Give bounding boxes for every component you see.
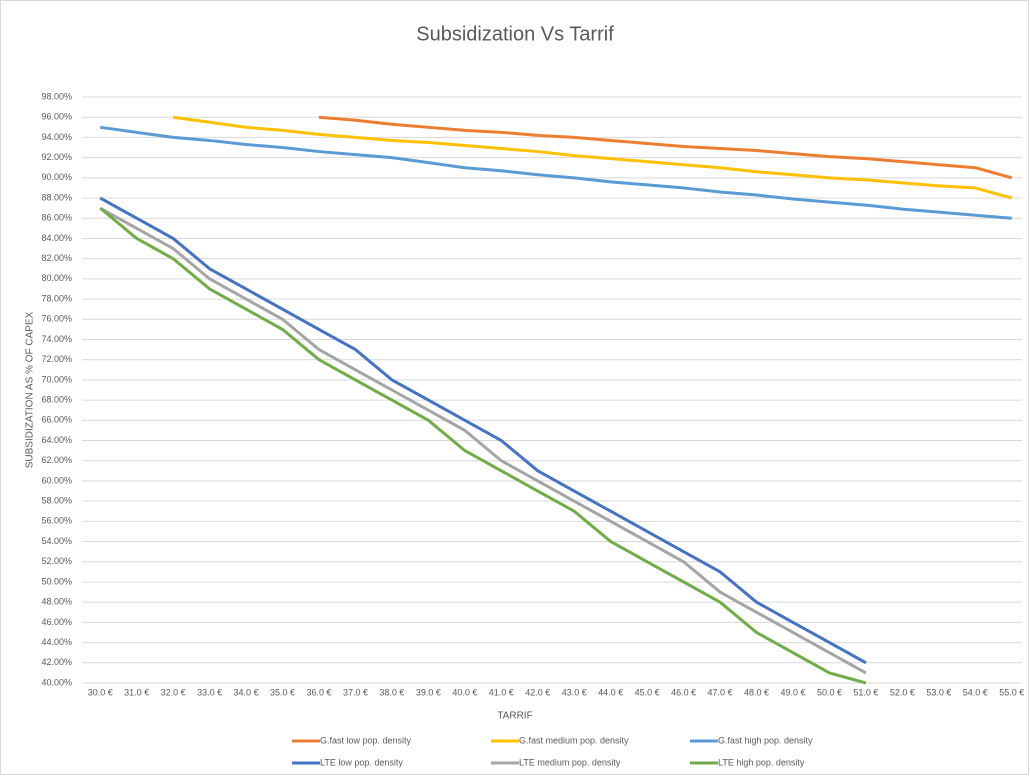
x-tick-label: 35.0 € xyxy=(270,687,295,697)
x-tick-label: 52.0 € xyxy=(890,687,915,697)
x-tick-label: 50.0 € xyxy=(817,687,842,697)
legend-label: LTE high pop. density xyxy=(718,757,805,767)
y-tick-label: 44.00% xyxy=(41,637,72,647)
y-tick-label: 50.00% xyxy=(41,576,72,586)
y-tick-label: 60.00% xyxy=(41,475,72,485)
x-tick-label: 44.0 € xyxy=(598,687,623,697)
legend-label: G.fast medium pop. density xyxy=(519,735,629,745)
x-tick-label: 54.0 € xyxy=(963,687,988,697)
y-tick-label: 82.00% xyxy=(41,253,72,263)
x-tick-label: 55.0 € xyxy=(999,687,1024,697)
x-tick-label: 34.0 € xyxy=(234,687,259,697)
series-line xyxy=(318,115,1013,180)
y-tick-label: 72.00% xyxy=(41,354,72,364)
x-tick-label: 31.0 € xyxy=(124,687,149,697)
y-tick-label: 66.00% xyxy=(41,415,72,425)
y-tick-label: 78.00% xyxy=(41,293,72,303)
y-tick-label: 84.00% xyxy=(41,233,72,243)
x-tick-label: 41.0 € xyxy=(489,687,514,697)
y-tick-label: 54.00% xyxy=(41,536,72,546)
x-tick-label: 40.0 € xyxy=(452,687,477,697)
chart-title: Subsidization Vs Tarrif xyxy=(416,23,614,45)
y-tick-label: 42.00% xyxy=(41,657,72,667)
y-tick-label: 68.00% xyxy=(41,394,72,404)
x-tick-label: 51.0 € xyxy=(853,687,878,697)
y-tick-label: 58.00% xyxy=(41,496,72,506)
y-tick-label: 96.00% xyxy=(41,112,72,122)
x-tick-label: 33.0 € xyxy=(197,687,222,697)
y-tick-label: 56.00% xyxy=(41,516,72,526)
x-axis-label: TARRIF xyxy=(497,711,532,722)
y-tick-label: 86.00% xyxy=(41,213,72,223)
x-tick-label: 32.0 € xyxy=(161,687,186,697)
series-line xyxy=(99,206,867,685)
legend-label: LTE medium pop. density xyxy=(519,757,621,767)
y-tick-label: 70.00% xyxy=(41,374,72,384)
series-line xyxy=(99,206,867,675)
x-tick-label: 30.0 € xyxy=(88,687,113,697)
legend-label: G.fast low pop. density xyxy=(320,735,412,745)
y-tick-label: 76.00% xyxy=(41,314,72,324)
x-tick-label: 47.0 € xyxy=(708,687,733,697)
y-tick-label: 52.00% xyxy=(41,556,72,566)
x-tick-label: 46.0 € xyxy=(671,687,696,697)
x-tick-label: 49.0 € xyxy=(780,687,805,697)
y-tick-label: 62.00% xyxy=(41,455,72,465)
series-line xyxy=(99,196,867,665)
y-tick-label: 40.00% xyxy=(41,677,72,687)
y-axis-label: SUBSIDIZATION AS % OF CAPEX xyxy=(25,311,36,468)
y-tick-label: 98.00% xyxy=(41,91,72,101)
x-tick-label: 39.0 € xyxy=(416,687,441,697)
y-tick-label: 80.00% xyxy=(41,273,72,283)
y-tick-label: 46.00% xyxy=(41,617,72,627)
x-tick-label: 53.0 € xyxy=(926,687,951,697)
legend-label: G.fast high pop. density xyxy=(718,735,813,745)
y-tick-label: 88.00% xyxy=(41,192,72,202)
x-tick-label: 38.0 € xyxy=(379,687,404,697)
y-tick-label: 90.00% xyxy=(41,172,72,182)
x-tick-label: 45.0 € xyxy=(635,687,660,697)
y-tick-label: 94.00% xyxy=(41,132,72,142)
x-tick-label: 48.0 € xyxy=(744,687,769,697)
series-line xyxy=(172,115,1013,200)
x-tick-label: 37.0 € xyxy=(343,687,368,697)
y-tick-label: 92.00% xyxy=(41,152,72,162)
y-tick-label: 48.00% xyxy=(41,597,72,607)
y-tick-label: 64.00% xyxy=(41,435,72,445)
x-tick-label: 43.0 € xyxy=(562,687,587,697)
y-tick-label: 74.00% xyxy=(41,334,72,344)
x-tick-label: 42.0 € xyxy=(525,687,550,697)
series-line xyxy=(100,125,1012,220)
x-tick-label: 36.0 € xyxy=(306,687,331,697)
legend-label: LTE low pop. density xyxy=(320,757,403,767)
